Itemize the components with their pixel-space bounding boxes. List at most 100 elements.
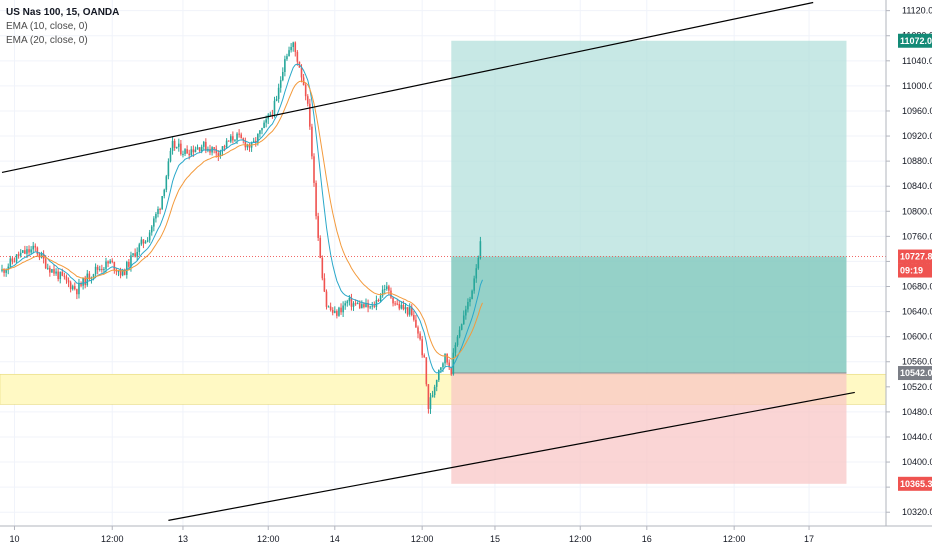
- candle-body: [59, 271, 62, 280]
- candle-body: [273, 100, 276, 115]
- candle-body: [165, 176, 168, 190]
- candle-body: [101, 268, 103, 271]
- candle-body: [386, 286, 388, 290]
- candle-body: [194, 149, 197, 153]
- candle-body: [219, 151, 222, 157]
- candle-body: [223, 146, 226, 148]
- candle-body: [184, 149, 186, 154]
- candle-body: [96, 266, 99, 270]
- candle-body: [458, 329, 461, 337]
- price-tick-label: 10920.0: [902, 131, 932, 141]
- price-tick-label: 10400.0: [902, 457, 932, 467]
- candle-body: [103, 268, 105, 271]
- candle-body: [65, 276, 68, 281]
- candle-body: [348, 298, 351, 302]
- candle-body: [86, 273, 89, 286]
- symbol-title[interactable]: US Nas 100, 15, OANDA: [6, 7, 120, 18]
- ema10-line: [1, 63, 483, 374]
- candle-body: [423, 355, 426, 358]
- candle-body: [36, 247, 39, 255]
- candle-body: [163, 189, 166, 197]
- candle-body: [30, 249, 32, 253]
- candle-body: [261, 128, 263, 131]
- candle-body: [342, 305, 344, 313]
- candle-body: [57, 271, 59, 280]
- candle-body: [76, 289, 78, 295]
- time-tick-label: 14: [330, 534, 340, 544]
- ema10-label[interactable]: EMA (10, close, 0): [6, 21, 88, 32]
- candle-body: [331, 309, 334, 313]
- candle-body: [263, 122, 265, 129]
- candle-body: [392, 297, 394, 304]
- candle-body: [40, 253, 43, 258]
- candle-body: [82, 277, 84, 286]
- candle-body: [121, 269, 124, 276]
- candle-body: [111, 260, 114, 263]
- loss-zone: [451, 373, 847, 484]
- candle-body: [275, 99, 278, 101]
- candle-body: [94, 266, 97, 275]
- candle-body: [394, 303, 396, 305]
- candle-body: [319, 237, 322, 258]
- candle-body: [246, 144, 249, 148]
- candle-body: [46, 267, 49, 269]
- candle-body: [286, 56, 288, 60]
- candle-body: [19, 252, 22, 256]
- candle-body: [292, 42, 294, 48]
- candle-body: [379, 295, 382, 302]
- candle-body: [327, 306, 330, 308]
- candle-body: [421, 339, 423, 356]
- candle-body: [49, 267, 51, 273]
- candle-body: [304, 84, 307, 97]
- candle-body: [460, 324, 463, 330]
- profit-zone-filled: [451, 256, 847, 374]
- candle-body: [361, 304, 363, 309]
- ema20-label[interactable]: EMA (20, close, 0): [6, 35, 88, 46]
- candle-body: [84, 277, 86, 286]
- candle-body: [1, 269, 3, 271]
- price-tick-label: 11120.0: [902, 6, 932, 16]
- candle-body: [236, 133, 238, 140]
- candle-body: [406, 307, 409, 315]
- candle-body: [471, 290, 473, 299]
- candle-body: [230, 136, 232, 142]
- candle-body: [136, 251, 138, 257]
- candle-body: [371, 305, 374, 307]
- candle-body: [435, 379, 438, 387]
- candle-body: [442, 363, 444, 368]
- time-tick-label: 16: [642, 534, 652, 544]
- price-tick-label: 10480.0: [902, 407, 932, 417]
- candle-body: [34, 245, 37, 248]
- candle-body: [271, 114, 274, 116]
- candle-body: [475, 268, 478, 279]
- candle-body: [265, 119, 267, 123]
- time-tick-label: 15: [490, 534, 500, 544]
- time-tick-label: 12:00: [411, 534, 434, 544]
- candle-body: [159, 208, 161, 210]
- candle-body: [32, 245, 34, 250]
- candle-body: [398, 303, 401, 309]
- candle-body: [80, 283, 82, 286]
- candle-body: [113, 262, 116, 271]
- candle-body: [74, 286, 76, 290]
- candle-body: [67, 280, 70, 283]
- candle-body: [248, 144, 251, 148]
- candle-body: [300, 67, 303, 78]
- target-price-badge-bg: [898, 33, 932, 48]
- candle-body: [417, 327, 419, 334]
- candle-body: [130, 255, 132, 267]
- candle-body: [238, 133, 240, 135]
- candle-body: [182, 153, 184, 155]
- upper-trendline: [1, 1, 814, 173]
- candle-body: [109, 260, 111, 264]
- candle-body: [390, 290, 392, 298]
- candle-body: [410, 307, 413, 316]
- candle-body: [317, 216, 319, 238]
- candle-body: [98, 268, 101, 270]
- price-tick-label: 10760.0: [902, 231, 932, 241]
- candle-body: [419, 333, 421, 340]
- candle-body: [277, 87, 280, 100]
- candle-body: [450, 367, 453, 375]
